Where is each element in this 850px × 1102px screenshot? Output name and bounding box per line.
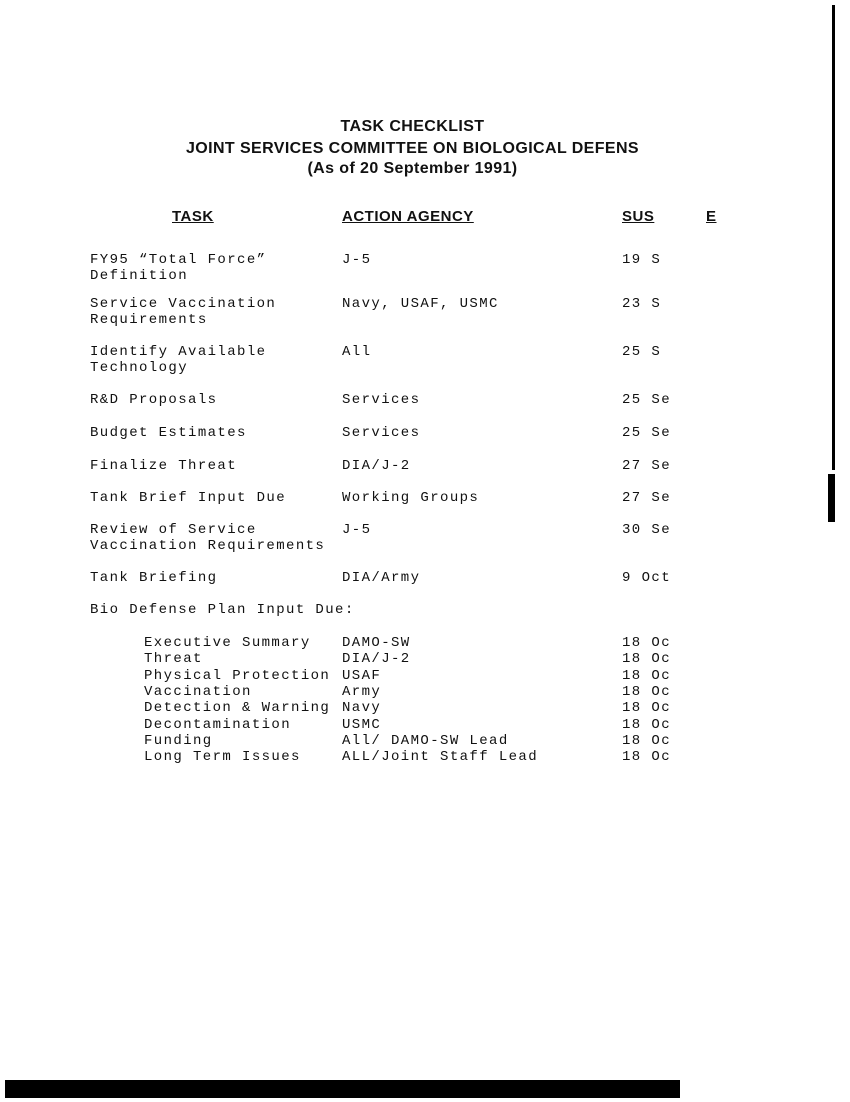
bio-item-task: Long Term Issues (144, 749, 301, 766)
scan-bottom-bar (5, 1080, 680, 1098)
bio-item-task: Threat (144, 651, 203, 668)
row-agency: Navy, USAF, USMC (342, 296, 499, 312)
header-agency: ACTION AGENCY (342, 208, 474, 225)
scan-edge-mark (832, 5, 835, 470)
bio-item-task: Funding (144, 732, 213, 749)
row-task: Finalize Threat (90, 458, 238, 474)
bio-item-suspense: 18 Oc (622, 700, 672, 717)
row-agency: DIA/J-2 (342, 458, 411, 474)
doc-title: TASK CHECKLIST (340, 118, 485, 135)
bio-item-suspense: 18 Oc (622, 716, 672, 733)
bio-item-agency: ALL/Joint Staff Lead (342, 749, 539, 766)
bio-item-suspense: 18 Oc (622, 732, 672, 749)
row-agency: Services (342, 425, 421, 441)
row-task: Review of Service Vaccination Requiremen… (90, 522, 326, 554)
row-task: Tank Brief Input Due (90, 490, 287, 506)
row-task: Service Vaccination Requirements (90, 296, 277, 328)
bio-item-task: Physical Protection (144, 667, 331, 684)
bio-item-suspense: 18 Oc (622, 651, 672, 668)
bio-item-task: Detection & Warning (144, 700, 331, 717)
row-suspense: 27 Se (622, 458, 672, 474)
row-suspense: 25 Se (622, 392, 672, 408)
row-agency: J-5 (342, 252, 372, 268)
row-suspense: 9 Oct (622, 570, 672, 586)
bio-item-agency: DIA/J-2 (342, 651, 411, 668)
row-task: FY95 “Total Force” Definition (90, 252, 267, 284)
row-suspense: 25 S (622, 344, 662, 360)
scan-edge-mark (828, 474, 835, 522)
row-task: Tank Briefing (90, 570, 218, 586)
row-agency: All (342, 344, 372, 360)
bio-item-agency: USAF (342, 667, 382, 684)
bio-item-task: Vaccination (144, 683, 252, 700)
row-agency: Services (342, 392, 421, 408)
doc-subtitle: JOINT SERVICES COMMITTEE ON BIOLOGICAL D… (185, 140, 639, 157)
row-task: Identify Available Technology (90, 344, 267, 376)
row-suspense: 23 S (622, 296, 662, 312)
row-agency: J-5 (342, 522, 372, 538)
bio-item-suspense: 18 Oc (622, 635, 672, 651)
bio-item-agency: All/ DAMO-SW Lead (342, 732, 509, 749)
bio-item-task: Executive Summary (144, 635, 311, 651)
header-e: E (706, 208, 717, 225)
header-task: TASK (172, 208, 214, 225)
bio-item-agency: Navy (342, 700, 382, 717)
row-agency: DIA/Army (342, 570, 421, 586)
bio-item-agency: USMC (342, 716, 382, 733)
row-suspense: 30 Se (622, 522, 672, 538)
bio-item-agency: Army (342, 683, 382, 700)
bio-item-suspense: 18 Oc (622, 749, 672, 766)
row-agency: Working Groups (342, 490, 480, 506)
row-suspense: 19 S (622, 252, 662, 268)
row-task: R&D Proposals (90, 392, 218, 408)
bio-item-agency: DAMO-SW (342, 635, 411, 651)
row-suspense: 27 Se (622, 490, 672, 506)
row-task: Budget Estimates (90, 425, 247, 441)
bio-item-suspense: 18 Oc (622, 667, 672, 684)
row-suspense: 25 Se (622, 425, 672, 441)
doc-date: (As of 20 September 1991) (307, 160, 518, 177)
bio-item-task: Decontamination (144, 716, 292, 733)
bio-plan-label: Bio Defense Plan Input Due: (90, 602, 355, 618)
header-suspense: SUS (622, 208, 655, 225)
bio-item-suspense: 18 Oc (622, 683, 672, 700)
